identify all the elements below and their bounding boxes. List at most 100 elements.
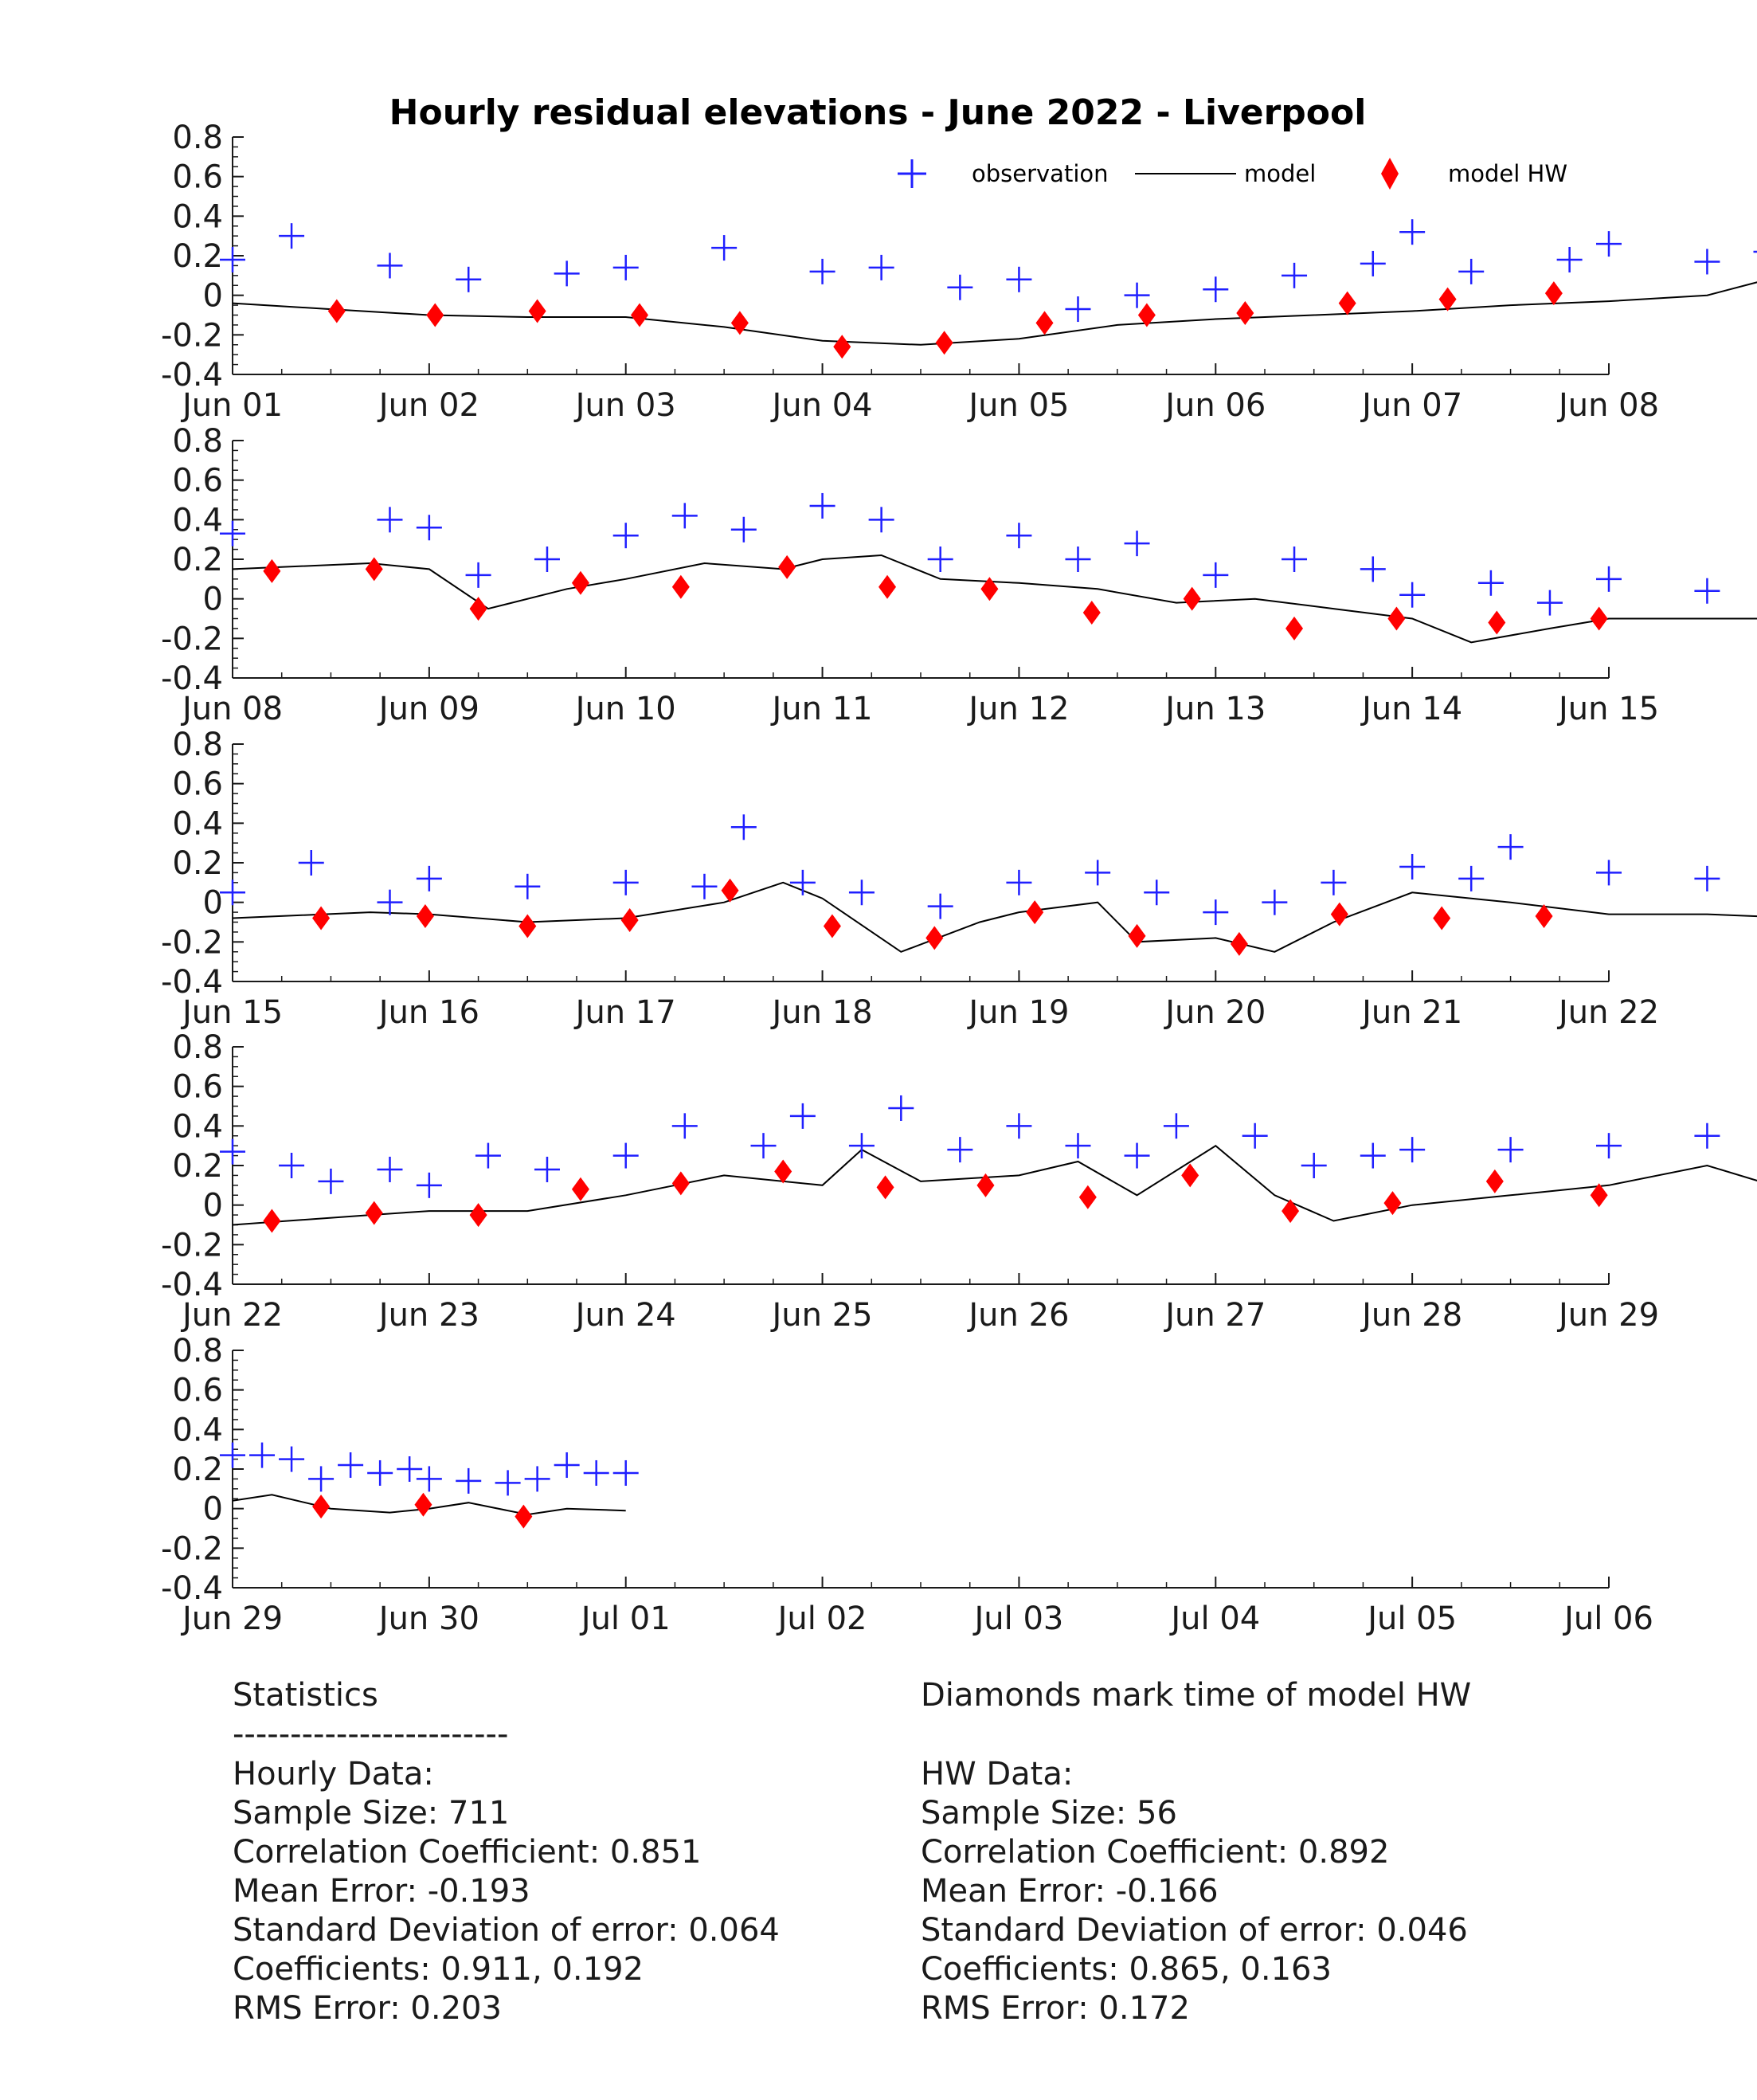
x-tick-label: Jul 04 — [1168, 1600, 1260, 1637]
hourly-correlation: Correlation Coefficient: 0.851 — [233, 1834, 701, 1871]
observation-point — [220, 1442, 245, 1468]
model-hw-point — [1433, 906, 1451, 931]
x-tick-label: Jul 02 — [776, 1600, 867, 1637]
observation-point — [711, 235, 738, 261]
y-tick-label: -0.2 — [161, 317, 223, 354]
y-tick-label: 0.6 — [172, 766, 223, 803]
observation-point — [279, 1153, 305, 1178]
y-tick-label: 0.8 — [172, 119, 223, 156]
y-tick-label: 0.4 — [172, 1412, 223, 1448]
x-tick-label: Jun 04 — [770, 387, 873, 424]
observation-point — [1497, 834, 1524, 860]
model-hw-point — [671, 574, 690, 599]
hourly-sample-size: Sample Size: 711 — [233, 1795, 509, 1832]
observation-point — [456, 1467, 482, 1494]
x-tick-label: Jun 25 — [770, 1297, 873, 1334]
model-hw-point — [1544, 281, 1563, 306]
observation-point — [1458, 865, 1485, 891]
y-tick-label: -0.2 — [161, 1227, 223, 1264]
observation-point — [456, 266, 482, 292]
model-hw-point — [778, 554, 796, 579]
y-tick-label: -0.2 — [161, 924, 223, 961]
observation-point — [1360, 250, 1386, 276]
x-tick-label: Jun 05 — [966, 387, 1069, 424]
observation-point — [220, 520, 245, 547]
observation-point — [377, 253, 403, 279]
y-tick-label: 0.8 — [172, 423, 223, 460]
observation-point — [554, 1452, 580, 1479]
observation-point — [524, 1466, 550, 1492]
y-tick-label: 0 — [203, 278, 223, 315]
y-tick-label: -0.4 — [161, 964, 223, 1001]
observation-point — [848, 1133, 875, 1159]
observation-point — [220, 880, 245, 906]
x-tick-label: Jun 10 — [573, 691, 676, 727]
y-tick-label: 0 — [203, 1491, 223, 1528]
observation-point — [416, 515, 442, 541]
model-hw-point — [1285, 616, 1304, 641]
observation-point — [1203, 562, 1229, 588]
observation-point — [515, 873, 541, 899]
observation-point — [1085, 860, 1111, 886]
observation-point — [475, 1142, 501, 1169]
model-hw-point — [469, 1203, 487, 1228]
observation-point — [338, 1452, 364, 1479]
model-hw-point — [426, 303, 444, 327]
hw-sample-size: Sample Size: 56 — [921, 1795, 1177, 1832]
model-hw-point — [416, 904, 434, 929]
observation-point — [789, 869, 816, 895]
observation-point — [1399, 1137, 1426, 1163]
x-tick-label: Jun 22 — [180, 1297, 283, 1334]
observation-point — [1694, 578, 1720, 604]
model-hw-point — [1230, 931, 1248, 956]
y-tick-label: -0.2 — [161, 621, 223, 657]
y-tick-label: 0.8 — [172, 1333, 223, 1369]
observation-point — [367, 1459, 393, 1486]
x-tick-label: Jun 30 — [377, 1600, 479, 1637]
model-hw-point — [1387, 606, 1406, 631]
hourly-mean-error: Mean Error: -0.193 — [233, 1873, 530, 1910]
observation-point — [612, 523, 639, 549]
x-tick-label: Jun 20 — [1163, 994, 1266, 1031]
observation-point — [809, 258, 835, 284]
x-tick-label: Jun 06 — [1163, 387, 1266, 424]
observation-point — [1144, 880, 1170, 906]
observation-point — [416, 865, 442, 891]
x-tick-label: Jul 06 — [1562, 1600, 1653, 1637]
x-tick-label: Jun 29 — [180, 1600, 283, 1637]
x-tick-label: Jun 11 — [770, 691, 873, 727]
model-hw-point — [1590, 1183, 1608, 1208]
y-tick-label: 0 — [203, 1188, 223, 1224]
observation-point — [848, 880, 875, 906]
hourly-std-dev: Standard Deviation of error: 0.064 — [233, 1912, 780, 1949]
x-tick-label: Jun 09 — [377, 691, 479, 727]
observation-point — [534, 547, 560, 572]
observation-point — [927, 893, 953, 919]
observation-point — [1006, 869, 1032, 895]
y-tick-label: 0.6 — [172, 1069, 223, 1106]
x-tick-label: Jun 22 — [1556, 994, 1659, 1031]
observation-point — [809, 492, 835, 519]
observation-point — [1065, 1133, 1091, 1159]
y-tick-label: 0.8 — [172, 1029, 223, 1066]
x-tick-label: Jun 02 — [377, 387, 479, 424]
observation-point — [1694, 1122, 1720, 1149]
observation-point — [220, 246, 245, 272]
observation-point — [1694, 249, 1720, 275]
observation-point — [750, 1133, 777, 1159]
model-hw-point — [1137, 303, 1156, 327]
legend-model-label: model — [1244, 160, 1316, 187]
model-hw-point — [414, 1492, 432, 1517]
model-hw-point — [1488, 610, 1506, 635]
model-hw-point — [1282, 1199, 1300, 1224]
hw-std-dev: Standard Deviation of error: 0.046 — [921, 1912, 1468, 1949]
legend: observation model model HW — [898, 158, 1567, 190]
x-tick-label: Jun 26 — [966, 1297, 1069, 1334]
model-line — [232, 554, 1757, 644]
y-tick-label: 0.6 — [172, 1373, 223, 1409]
observation-point — [612, 869, 639, 895]
observation-point — [789, 1103, 816, 1129]
